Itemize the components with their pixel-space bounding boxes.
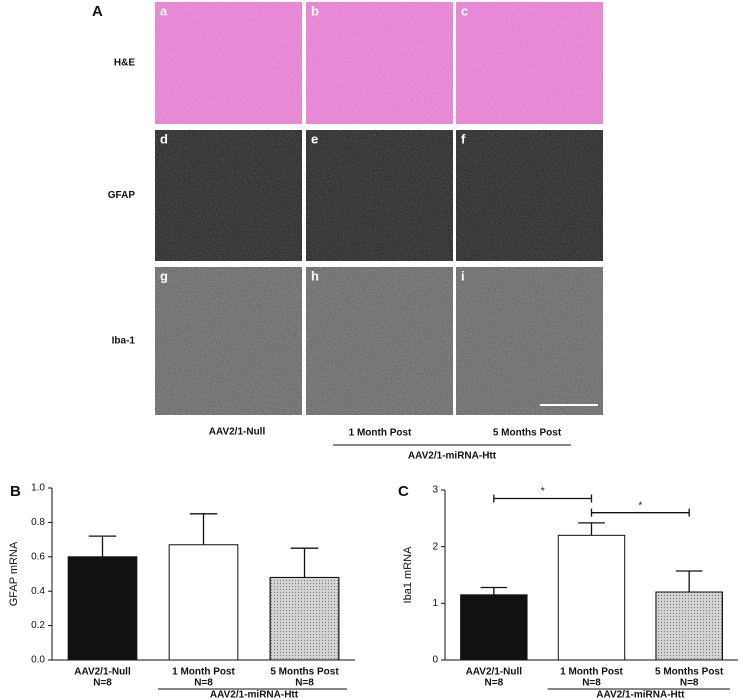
row-label: GFAP [108,190,136,201]
micrograph-texture [306,2,453,124]
significance-bracket [590,508,690,517]
column-label: AAV2/1-Null [209,427,266,438]
panel-label: C [398,483,409,500]
y-tick-label: 2 [432,541,438,552]
x-sublabel: N=8 [680,678,699,689]
tile-letter: g [160,268,168,283]
y-axis-label: GFAP mRNA [8,541,20,606]
significance-bracket [493,494,593,503]
x-tick-label: 5 Months Post [655,667,724,678]
micrograph-texture [306,130,453,261]
y-tick-label: 1.0 [31,483,45,494]
group-label: AAV2/1-miRNA-Htt [210,690,299,700]
x-tick-label: AAV2/1-Null [466,667,523,678]
bar [557,534,626,661]
bar-texture [655,591,723,661]
column-label: 5 Months Post [493,428,562,439]
y-tick-label: 0.2 [31,620,45,631]
y-axis-label: Iba1 mRNA [402,546,414,604]
row-label: Iba-1 [112,336,136,347]
y-tick-label: 1 [432,598,438,609]
micrograph-texture [456,130,603,261]
micrograph-texture [306,267,453,415]
y-tick-label: 0.8 [31,517,45,528]
panel-label: B [10,483,21,500]
x-tick-label: 1 Month Post [172,667,235,678]
tile-letter: b [311,3,319,18]
group-label: AAV2/1-miRNA-Htt [408,451,497,462]
tile-letter: f [461,131,466,146]
error-bar [480,586,508,595]
error-bar [88,535,117,557]
tile-letter: c [461,3,468,18]
x-tick-label: 1 Month Post [560,667,623,678]
tile-letter: i [461,268,465,283]
micrograph-texture [155,267,302,415]
x-tick-label: 5 Months Post [270,667,339,678]
micrograph-texture [456,2,603,124]
bar [67,556,138,661]
y-tick-label: 0.0 [31,655,45,666]
x-sublabel: N=8 [194,678,213,689]
error-bar [675,570,703,592]
y-tick-label: 3 [432,485,438,496]
significance-label: * [638,500,642,511]
x-sublabel: N=8 [295,678,314,689]
significance-label: * [541,486,545,497]
bar-texture [269,576,340,661]
tile-letter: h [311,268,319,283]
tile-letter: d [160,131,168,146]
tile-letter: a [160,3,168,18]
x-sublabel: N=8 [485,678,504,689]
row-label: H&E [114,58,135,69]
y-tick-label: 0 [432,655,438,666]
micrograph-texture [155,2,302,124]
panel-label: A [92,3,103,20]
column-label: 1 Month Post [349,428,412,439]
x-sublabel: N=8 [582,678,601,689]
micrograph-texture [155,130,302,261]
y-tick-label: 0.4 [31,586,45,597]
error-bar [578,522,605,536]
x-sublabel: N=8 [93,678,112,689]
error-bar [189,513,218,545]
bar [460,594,528,661]
error-bar [290,547,319,578]
tile-letter: e [311,131,318,146]
group-label: AAV2/1-miRNA-Htt [596,690,685,700]
bar [168,544,239,661]
micrograph-texture [456,267,603,415]
y-tick-label: 0.6 [31,551,45,562]
x-tick-label: AAV2/1-Null [74,667,131,678]
